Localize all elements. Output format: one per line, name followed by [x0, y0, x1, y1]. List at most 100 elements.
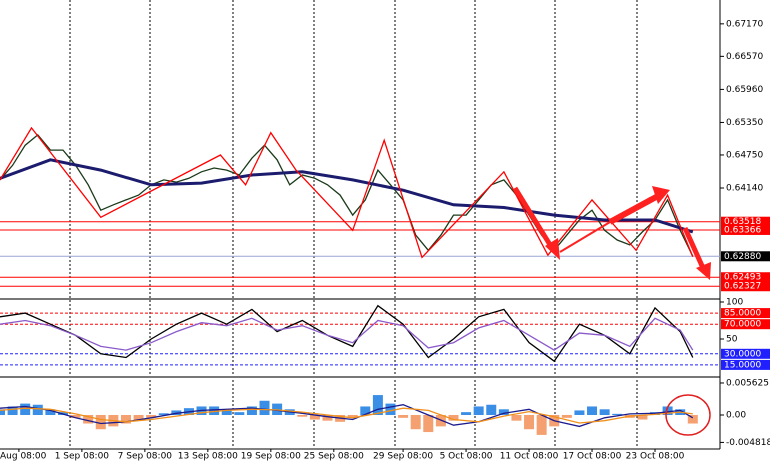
histogram-bar: [536, 414, 547, 435]
histogram-bar: [259, 400, 270, 415]
level-box: [721, 251, 770, 262]
level-box: [721, 348, 770, 359]
level-label: 0.62327: [724, 282, 761, 292]
histogram-bar: [410, 414, 421, 430]
level-box: [721, 224, 770, 235]
histogram-bar: [423, 414, 434, 433]
arrow-head: [545, 238, 560, 260]
histogram-bar: [385, 403, 396, 415]
level-box: [721, 319, 770, 330]
arrow-head: [652, 186, 670, 204]
series-line: [0, 407, 693, 424]
y-tick-label: 0.66570: [726, 52, 763, 62]
y-tick-label: 0.67170: [726, 19, 763, 29]
histogram-bar: [448, 414, 459, 421]
histogram-bar: [20, 403, 31, 415]
series-line: [0, 126, 694, 259]
histogram-bar: [133, 414, 144, 421]
series-line: [0, 133, 694, 257]
x-tick-label: 25 Sep 08:00: [304, 452, 364, 462]
histogram-bar: [524, 414, 535, 430]
y-tick-label: 0.005625: [726, 378, 769, 388]
histogram-bar: [398, 414, 409, 418]
x-tick-label: 17 Oct 08:00: [563, 452, 622, 462]
level-label: 0.62880: [724, 252, 761, 262]
histogram-bar: [234, 412, 245, 415]
y-tick-label: 0.64750: [726, 150, 763, 160]
y-tick-label: 0.00: [726, 410, 746, 420]
x-tick-label: 13 Sep 08:00: [178, 452, 238, 462]
level-label: 85.0000: [724, 309, 761, 319]
y-tick-label: 100: [726, 298, 743, 308]
histogram-bar: [574, 410, 585, 415]
level-box: [721, 281, 770, 292]
histogram-bar: [221, 409, 232, 415]
arrow: [512, 186, 555, 250]
histogram-bar: [246, 406, 257, 415]
histogram-bar: [561, 414, 572, 418]
histogram-bar: [309, 414, 320, 420]
histogram-bar: [120, 414, 131, 424]
level-box: [721, 272, 770, 283]
level-label: 15.0000: [724, 360, 761, 370]
histogram-bar: [461, 412, 472, 415]
x-tick-label: 1 Sep 08:00: [55, 452, 110, 462]
y-tick-label: 0.65960: [726, 85, 763, 95]
histogram-bar: [83, 414, 94, 424]
histogram-bar: [587, 406, 598, 415]
histogram-bar: [70, 414, 81, 418]
arrow: [608, 193, 660, 225]
x-tick-label: 8 Aug 08:00: [0, 452, 47, 462]
x-tick-label: 19 Sep 08:00: [241, 452, 301, 462]
level-label: 0.63366: [724, 225, 761, 235]
x-tick-label: 29 Sep 08:00: [373, 452, 433, 462]
level-label: 0.62493: [724, 273, 761, 283]
histogram-bar: [347, 414, 358, 418]
level-box: [721, 216, 770, 227]
histogram-bar: [146, 414, 157, 418]
x-tick-label: 7 Sep 08:00: [118, 452, 173, 462]
y-tick-label: 50: [726, 335, 738, 345]
period-separators: [69, 0, 638, 448]
histogram-bar: [45, 409, 56, 415]
histogram-bar: [473, 406, 484, 415]
histogram-bar: [372, 395, 383, 415]
histogram-bar: [322, 414, 333, 421]
y-tick-label: 0.65350: [726, 118, 763, 128]
histogram-bar: [0, 409, 5, 415]
histogram-bar: [158, 413, 169, 415]
x-tick-label: 5 Oct 08:00: [440, 452, 493, 462]
histogram-bar: [599, 409, 610, 415]
histogram-bar: [486, 404, 497, 415]
histogram-bar: [32, 404, 43, 415]
series-line: [0, 304, 694, 363]
histogram-bar: [687, 414, 698, 424]
level-label: 0.63518: [724, 217, 761, 227]
histogram-bar: [297, 414, 308, 417]
series-line: [0, 317, 694, 351]
histogram-bar: [662, 406, 673, 415]
level-box: [721, 359, 770, 370]
level-label: 70.0000: [724, 320, 761, 330]
y-tick-label: 0.64140: [726, 184, 763, 194]
highlight-circle: [665, 394, 711, 436]
arrow: [682, 226, 706, 270]
histogram-bar: [360, 406, 371, 415]
x-tick-label: 23 Oct 08:00: [626, 452, 685, 462]
series-line: [0, 404, 694, 428]
series-line: [0, 158, 694, 234]
histogram-bar: [498, 409, 509, 415]
histogram-bar: [7, 406, 18, 415]
histogram-bar: [95, 414, 106, 430]
histogram-bar: [637, 414, 648, 420]
histogram-bar: [511, 414, 522, 421]
plot: 0.67170 0.66570 0.65960 0.65350 0.64750 0.641…: [0, 19, 770, 462]
level-label: 30.0000: [724, 349, 761, 359]
y-tick-label: -0.004818: [726, 438, 770, 448]
histogram-bar: [209, 406, 220, 415]
x-tick-label: 11 Oct 08:00: [500, 452, 559, 462]
annotations: [512, 186, 711, 436]
histogram-bar: [612, 413, 623, 415]
